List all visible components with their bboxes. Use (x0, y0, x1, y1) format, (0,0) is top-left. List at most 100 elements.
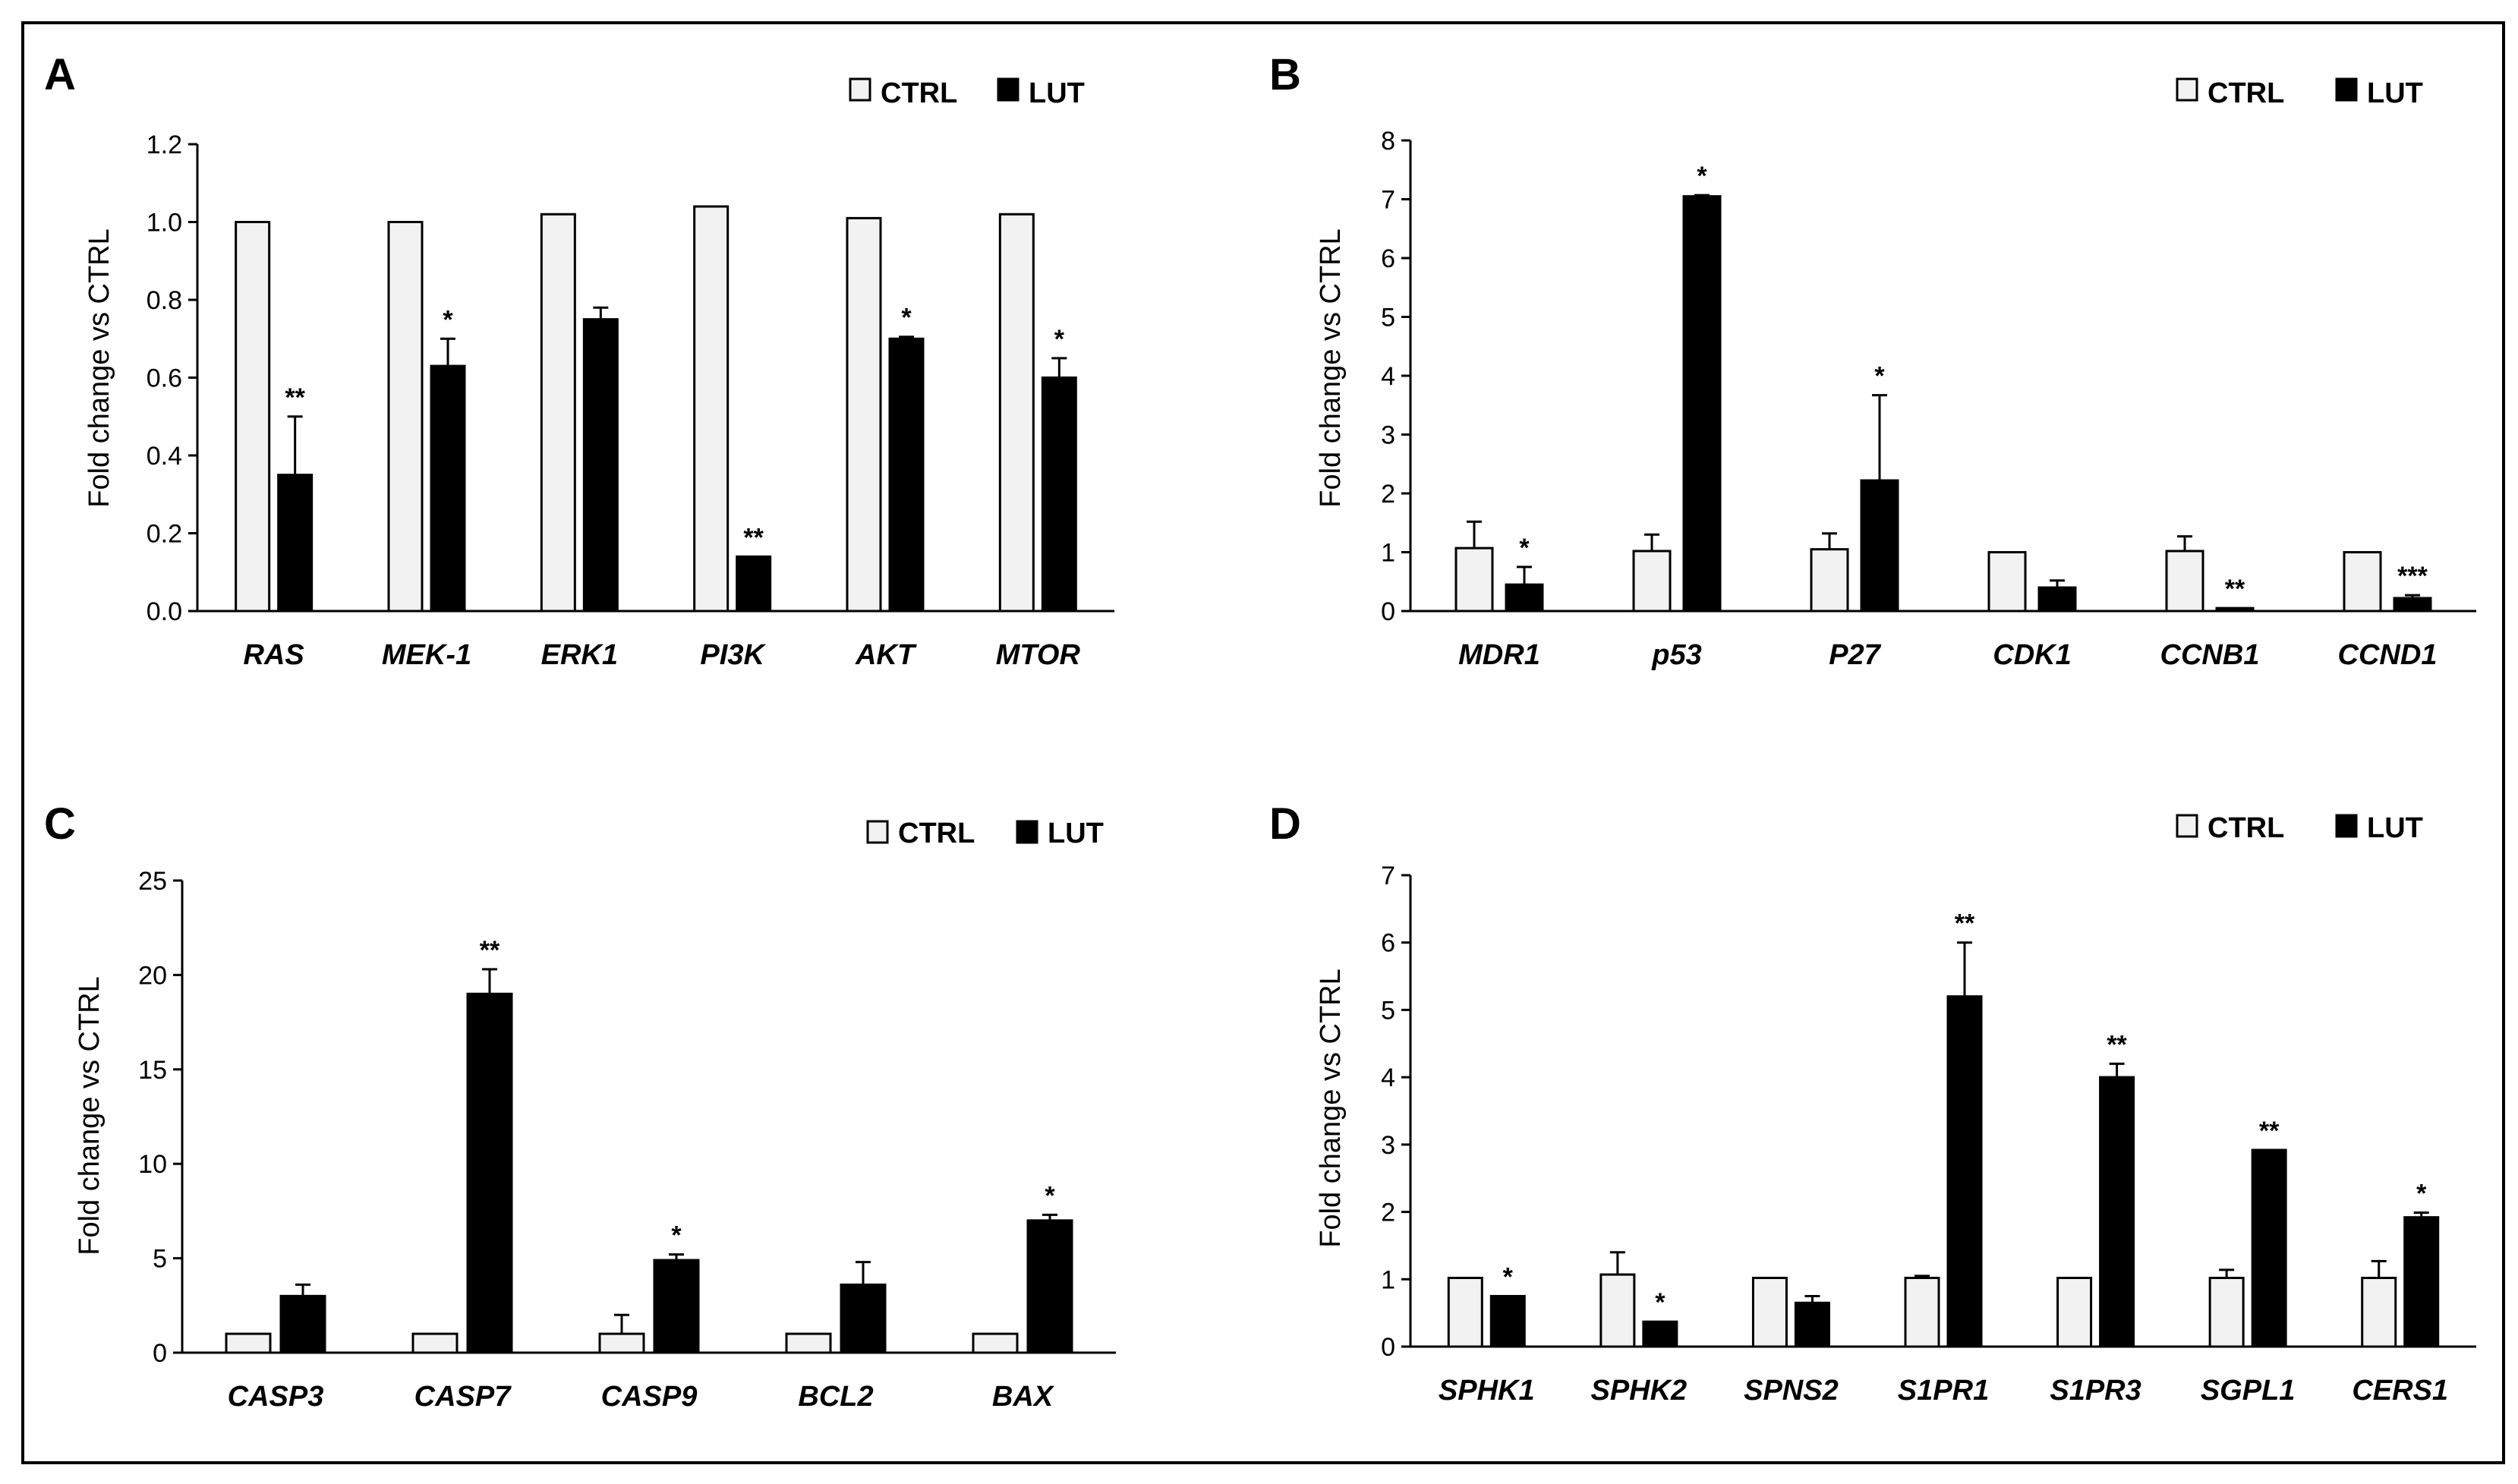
panel-d-significance-sphk1: * (1503, 1262, 1514, 1291)
panel-c-bar-ctrl-casp3 (225, 1332, 272, 1354)
panel-a-legend-lut-label: LUT (1029, 77, 1085, 109)
panel-a-bar-lut-akt (888, 337, 925, 613)
panel-a-significance-ras: ** (285, 383, 305, 412)
panel-d: D Fold change vs CTRL CTRL LUT 0 1 2 3 4 5 6 7 *… (1269, 799, 2476, 1407)
panel-b-bar-lut-ccnb1 (2215, 607, 2255, 613)
panel-a-legend-ctrl-swatch (849, 77, 871, 102)
panel-a-bar-lut-ras (277, 474, 314, 613)
panel-d-legend-lut-swatch (2335, 814, 2358, 838)
panel-b-y-tick-label: 7 (1381, 186, 1395, 215)
panel-b-significance-p53: * (1697, 162, 1707, 191)
panel-a-y-tick-label: 1.2 (147, 131, 182, 159)
panel-a-significance-mtor: * (1054, 325, 1065, 354)
panel-d-bar-ctrl-spns2 (1751, 1277, 1788, 1348)
panel-c-category-label-bax: BAX (992, 1381, 1055, 1413)
panel-d-category-label-spns2: SPNS2 (1744, 1375, 1839, 1407)
panel-c-legend-lut-swatch (1016, 820, 1038, 844)
panel-d-y-tick-label: 6 (1381, 929, 1395, 958)
panel-d-bar-lut-sgpl1 (2251, 1148, 2287, 1348)
panel-a-bar-ctrl-ras (235, 221, 271, 613)
panel-a: A Fold change vs CTRL CTRL LUT 0.0 0.2 0.4… (44, 50, 1114, 671)
panel-d-legend-lut-label: LUT (2367, 812, 2423, 844)
panel-c-y-tick-label: 0 (153, 1339, 167, 1368)
panel-d-significance-sphk2: * (1655, 1288, 1666, 1317)
panel-c-significance-casp7: ** (480, 936, 500, 965)
panel-b-y-tick-label: 6 (1381, 244, 1395, 273)
panel-a-bar-ctrl-pi3k (693, 205, 730, 613)
panel-b-legend-lut-label: LUT (2367, 77, 2423, 109)
panel-c-y-axis-label: Fold change vs CTRL (74, 976, 106, 1256)
panel-b-y-tick-label: 5 (1381, 304, 1395, 332)
panel-b: B Fold change vs CTRL CTRL LUT 0 1 2 3 4 5 6 7 8… (1269, 50, 2476, 671)
panel-a-bar-ctrl-mek-1 (387, 221, 424, 613)
panel-b-y-axis-label: Fold change vs CTRL (1315, 228, 1347, 508)
panel-d-legend-ctrl-label: CTRL (2208, 812, 2284, 844)
panel-b-bar-ctrl-p27 (1810, 548, 1849, 613)
panel-d-significance-cers1: * (2416, 1179, 2427, 1208)
panel-b-legend-lut-swatch (2335, 77, 2358, 102)
panel-b-y-tick-label: 4 (1381, 362, 1395, 391)
panel-d-y-tick-label: 2 (1381, 1199, 1395, 1227)
panel-a-category-label-mek-1: MEK-1 (382, 639, 471, 671)
panel-b-bar-lut-p27 (1860, 479, 1899, 613)
panel-a-y-tick-label: 1.0 (147, 209, 182, 238)
panel-a-y-tick-label: 0.0 (147, 597, 182, 626)
panel-b-y-tick-label: 8 (1381, 127, 1395, 156)
panel-a-y-tick-label: 0.4 (147, 442, 182, 471)
panel-c-legend-lut-label: LUT (1048, 818, 1104, 849)
panel-a-category-label-akt: AKT (855, 639, 917, 671)
panel-b-category-label-mdr1: MDR1 (1458, 639, 1540, 671)
panel-b-significance-ccnb1: ** (2225, 575, 2245, 603)
panel-d-category-label-sphk2: SPHK2 (1590, 1375, 1687, 1407)
panel-c-bar-ctrl-casp7 (411, 1332, 459, 1354)
panel-c-significance-bax: * (1045, 1181, 1055, 1210)
panel-d-y-tick-label: 7 (1381, 862, 1395, 890)
panel-b-bar-ctrl-ccnb1 (2165, 550, 2204, 613)
panel-d-legend-ctrl-swatch (2176, 814, 2198, 838)
panel-b-legend-ctrl-label: CTRL (2208, 77, 2284, 109)
panel-d-letter: D (1269, 799, 1301, 849)
panel-a-significance-pi3k: ** (743, 523, 764, 552)
panel-b-bar-lut-ccnd1 (2393, 597, 2432, 613)
panel-d-y-tick-label: 4 (1381, 1063, 1395, 1092)
panel-d-y-axis-label: Fold change vs CTRL (1315, 969, 1347, 1248)
panel-d-bar-lut-sphk2 (1642, 1320, 1678, 1348)
panel-a-significance-akt: * (901, 304, 912, 332)
panel-a-legend-ctrl-label: CTRL (881, 77, 957, 109)
panel-c-category-label-casp7: CASP7 (414, 1381, 512, 1413)
panel-d-category-label-s1pr3: S1PR3 (2050, 1375, 2141, 1407)
panel-d-y-tick-label: 1 (1381, 1265, 1395, 1294)
panel-d-bar-lut-s1pr3 (2099, 1076, 2135, 1348)
panel-c-y-tick-label: 5 (153, 1245, 167, 1274)
panel-c-bar-lut-bcl2 (840, 1283, 887, 1354)
panel-c-category-label-casp9: CASP9 (601, 1381, 698, 1413)
panel-b-bar-ctrl-cdk1 (1987, 551, 2027, 613)
panel-d-category-label-s1pr1: S1PR1 (1898, 1375, 1989, 1407)
panel-b-bar-ctrl-p53 (1632, 550, 1672, 613)
panel-c: C Fold change vs CTRL CTRL LUT 0 5 10 15 20 2… (44, 799, 1116, 1413)
panel-d-y-tick-label: 0 (1381, 1333, 1395, 1362)
panel-a-category-label-ras: RAS (244, 639, 304, 671)
panel-a-category-label-mtor: MTOR (996, 639, 1081, 671)
panel-d-significance-s1pr3: ** (2107, 1030, 2127, 1059)
figure-border (21, 21, 2505, 1464)
panel-a-legend-lut-swatch (997, 77, 1019, 102)
panel-c-letter: C (44, 799, 76, 849)
panel-b-category-label-p27: P27 (1829, 639, 1881, 671)
panel-d-bar-lut-sphk1 (1489, 1294, 1526, 1348)
panel-a-bar-lut-pi3k (736, 555, 772, 613)
panel-b-bar-lut-mdr1 (1505, 583, 1544, 613)
panel-a-bar-lut-erk1 (582, 318, 619, 613)
panel-b-category-label-p53: p53 (1651, 639, 1701, 671)
panel-d-category-label-cers1: CERS1 (2352, 1375, 2448, 1407)
panel-c-legend-ctrl-swatch (866, 820, 889, 844)
panel-c-y-tick-label: 15 (138, 1056, 167, 1085)
panel-b-category-label-ccnd1: CCND1 (2338, 639, 2438, 671)
panel-c-bar-lut-casp7 (466, 992, 513, 1354)
panel-a-y-axis-label: Fold change vs CTRL (84, 228, 115, 508)
panel-a-bar-ctrl-akt (846, 216, 882, 613)
panel-d-category-label-sgpl1: SGPL1 (2201, 1375, 2296, 1407)
panel-c-bar-ctrl-bcl2 (785, 1332, 832, 1354)
